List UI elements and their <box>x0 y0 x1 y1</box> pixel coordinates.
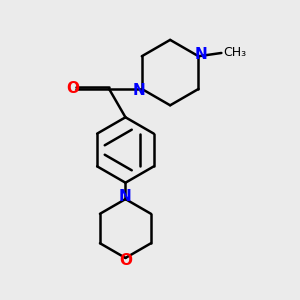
Text: O: O <box>119 253 132 268</box>
Text: CH₃: CH₃ <box>224 46 247 59</box>
Text: N: N <box>195 47 208 62</box>
Text: N: N <box>133 83 146 98</box>
Text: N: N <box>119 189 132 204</box>
Text: O: O <box>66 82 79 97</box>
